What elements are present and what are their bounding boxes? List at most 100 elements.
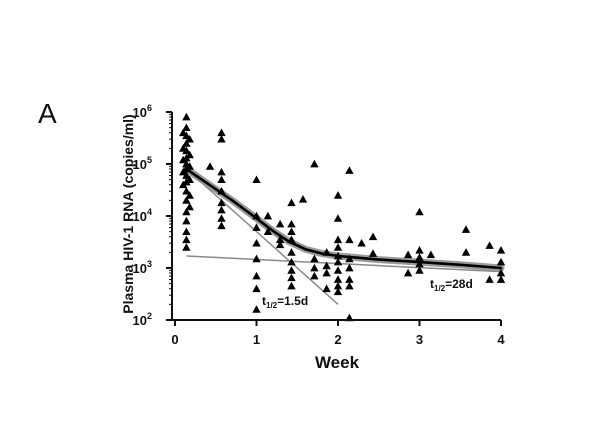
data-point: [182, 227, 191, 235]
data-point: [179, 144, 188, 152]
data-point: [333, 214, 343, 222]
data-point: [345, 254, 354, 263]
data-point: [287, 273, 296, 282]
y-tick-label: 105: [133, 155, 152, 172]
data-point: [252, 175, 261, 183]
data-point: [333, 275, 343, 283]
data-point: [275, 240, 285, 249]
data-point: [185, 135, 194, 143]
data-point: [415, 266, 424, 274]
y-tick-label: 104: [133, 207, 152, 224]
data-point: [217, 214, 226, 222]
data-point: [252, 254, 261, 263]
data-point: [496, 257, 506, 266]
data-point: [182, 112, 191, 121]
data-point: [357, 239, 366, 247]
fit-confidence-band: [182, 165, 505, 272]
data-point: [333, 287, 343, 296]
data-point: [415, 253, 424, 261]
data-point: [185, 162, 194, 170]
data-point: [185, 202, 194, 211]
data-point: [287, 266, 296, 274]
data-point: [179, 167, 188, 176]
data-point: [426, 250, 436, 259]
data-point: [403, 250, 413, 259]
data-point: [287, 227, 296, 235]
data-point: [185, 175, 194, 183]
data-point: [333, 266, 343, 274]
data-point: [496, 246, 506, 254]
x-tick-label: 1: [253, 332, 260, 347]
data-point: [252, 223, 261, 231]
data-point: [185, 191, 194, 199]
data-point: [403, 268, 413, 277]
data-point: [287, 248, 296, 256]
data-point: [182, 196, 191, 204]
data-point: [415, 246, 424, 254]
y-ticks: 102 103 104 105 106: [133, 103, 172, 328]
data-point: [333, 251, 343, 260]
data-point: [310, 263, 319, 272]
data-point: [287, 219, 296, 228]
data-point: [322, 248, 331, 256]
annotation-half-life-slow-value: =28d: [445, 277, 473, 291]
data-point: [485, 241, 494, 249]
data-point: [217, 205, 226, 214]
data-points-layer: [179, 112, 506, 322]
data-point: [287, 235, 296, 244]
data-point: [217, 221, 226, 230]
annotation-half-life-fast-value: =1.5d: [277, 294, 308, 308]
data-point: [368, 232, 378, 241]
data-point: [182, 123, 191, 131]
data-point: [345, 263, 354, 272]
slow-phase-line: [186, 255, 502, 273]
data-point: [182, 235, 191, 244]
data-point: [496, 268, 506, 277]
data-point: [322, 284, 331, 293]
data-point: [217, 128, 226, 137]
y-tick-label: 103: [133, 259, 152, 276]
data-point: [179, 180, 188, 189]
panel-label: A: [38, 98, 57, 129]
data-point: [310, 159, 319, 168]
data-point: [333, 243, 343, 251]
fast-phase-line: [185, 168, 339, 305]
data-point: [322, 268, 331, 277]
data-point: [252, 211, 261, 220]
data-point: [182, 243, 191, 251]
data-point: [217, 175, 226, 183]
data-point: [287, 198, 296, 207]
data-point: [252, 239, 261, 247]
data-point: [217, 198, 226, 207]
data-point: [182, 216, 191, 225]
data-point: [179, 128, 188, 137]
data-point: [182, 207, 191, 216]
data-point: [310, 254, 319, 263]
data-point: [275, 235, 285, 244]
data-point: [485, 275, 494, 283]
x-ticks: 0 1 2 3 4: [171, 320, 505, 347]
data-point: [287, 257, 296, 266]
data-point: [217, 187, 226, 195]
data-point: [182, 139, 191, 147]
data-point: [461, 225, 471, 233]
data-point: [263, 227, 273, 235]
data-point: [322, 261, 331, 270]
data-point: [298, 195, 308, 203]
data-point: [333, 281, 343, 290]
y-tick-label: 106: [133, 103, 152, 120]
data-point: [415, 207, 424, 216]
data-point: [275, 219, 285, 228]
data-point: [252, 271, 261, 280]
data-point: [179, 155, 188, 164]
fit-band-layer: [182, 165, 505, 272]
x-tick-label: 4: [497, 332, 505, 347]
annotation-half-life-fast-sub: 1/2: [266, 301, 278, 310]
data-point: [205, 162, 215, 170]
data-point: [217, 135, 226, 143]
data-point: [345, 166, 354, 174]
data-point: [368, 249, 378, 257]
x-tick-label: 3: [416, 332, 423, 347]
data-point: [461, 248, 471, 256]
